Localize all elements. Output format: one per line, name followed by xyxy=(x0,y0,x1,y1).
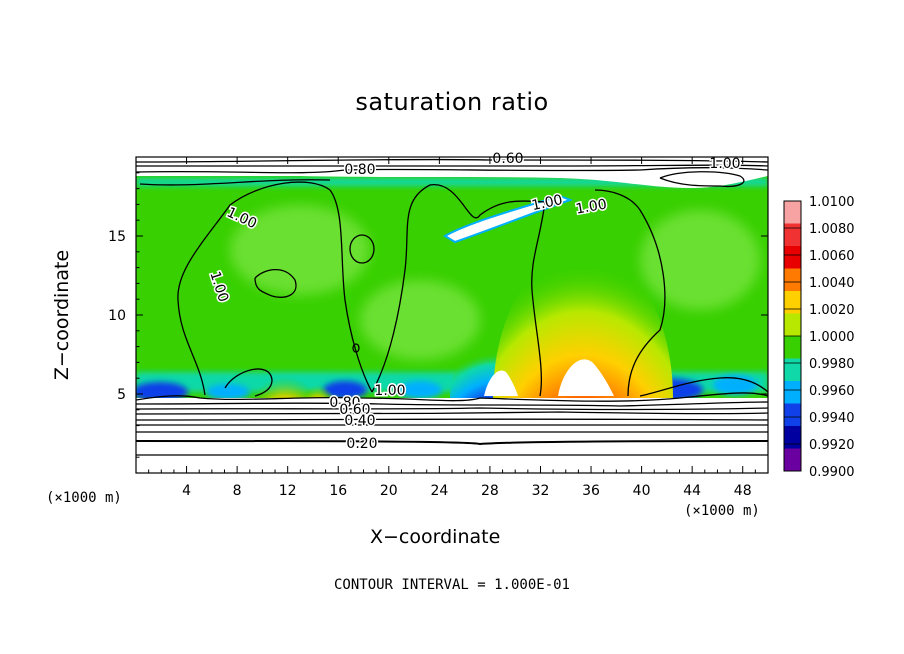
y-tick-label: 10 xyxy=(108,308,126,324)
white-hole-dome xyxy=(484,370,518,396)
y-tick-label: 5 xyxy=(117,387,126,403)
x-axis-unit-left: (×1000 m) xyxy=(46,490,122,506)
colorbar-swatch xyxy=(784,426,801,449)
contour-label: 0.60 xyxy=(492,151,523,167)
colorbar-swatch xyxy=(784,448,801,472)
y-tick-label: 15 xyxy=(108,229,126,245)
colorbar-label: 0.9980 xyxy=(809,357,855,372)
contour-1-00-j xyxy=(639,377,768,397)
contour-1-00-c xyxy=(531,201,546,397)
colorbar-swatch xyxy=(784,358,801,382)
contour-label: 0.20 xyxy=(346,436,377,452)
colorbar-label: 0.9960 xyxy=(809,384,855,399)
contour-0-80-low xyxy=(136,401,768,407)
cloud-streak xyxy=(443,194,573,244)
x-tick-label: 48 xyxy=(734,483,752,499)
contour-0-60-low xyxy=(136,411,768,415)
contour-0-20-low xyxy=(136,440,768,446)
contour-1-00-h xyxy=(352,343,360,353)
colorbar-swatch xyxy=(784,291,801,314)
moist-patches xyxy=(230,205,760,360)
contour-0-70-low xyxy=(136,407,768,411)
contour-1-00-b xyxy=(371,184,546,393)
colorbar-label: 1.0080 xyxy=(809,222,855,237)
x-tick-label: 16 xyxy=(329,483,347,499)
white-hole-core xyxy=(558,359,614,396)
x-axis-label: X−coordinate xyxy=(370,526,501,548)
contour-label: 0.80 xyxy=(329,395,360,411)
x-tick-label: 12 xyxy=(279,483,297,499)
contour-label: 0.40 xyxy=(344,413,375,429)
contour-1-00-d xyxy=(594,189,666,397)
colorbar-swatch xyxy=(784,403,801,427)
contour-0-50-low xyxy=(136,418,768,421)
colorbar-label: 0.9920 xyxy=(809,438,855,453)
y-axis: 5 10 15 xyxy=(108,172,768,458)
x-tick-label: 4 xyxy=(182,483,191,499)
upper-dry-region xyxy=(136,157,768,188)
contour-label: 0.80 xyxy=(344,162,375,178)
colorbar-label: 1.0100 xyxy=(809,195,855,210)
x-tick-label: 20 xyxy=(380,483,398,499)
lower-dry-region xyxy=(136,398,768,473)
x-tick-label: 44 xyxy=(683,483,701,499)
chart-title: saturation ratio xyxy=(355,88,549,116)
contour-1-00-e xyxy=(139,179,331,186)
x-tick-label: 8 xyxy=(233,483,242,499)
x-tick-label: 28 xyxy=(481,483,499,499)
colorbar-swatch xyxy=(784,246,801,269)
colorbar-label: 1.0060 xyxy=(809,249,855,264)
contour-0-70-top xyxy=(136,164,768,167)
colorbar-swatch xyxy=(784,336,801,359)
contour-label: 1.00 xyxy=(374,383,405,399)
x-axis: 4 8 12 16 20 24 28 32 36 40 44 48 xyxy=(148,157,756,499)
colorbar: 1.0100 1.0080 1.0060 1.0040 1.0020 1.0000 0.99… xyxy=(783,195,855,480)
contour-interval-note: CONTOUR INTERVAL = 1.000E-01 xyxy=(333,577,570,593)
contour-1-00-i xyxy=(254,268,297,298)
colorbar-swatch xyxy=(784,381,801,404)
contour-0-90-low xyxy=(136,392,768,402)
saturation-field xyxy=(136,157,768,473)
colorbar-label: 0.9900 xyxy=(809,465,855,480)
colorbar-swatch xyxy=(784,223,801,247)
x-tick-label: 24 xyxy=(430,483,448,499)
contour-label: 0.60 xyxy=(339,402,370,418)
x-tick-label: 36 xyxy=(582,483,600,499)
colorbar-label: 1.0040 xyxy=(809,276,855,291)
contour-top-closed xyxy=(659,171,745,188)
x-tick-label: 40 xyxy=(633,483,651,499)
colorbar-swatch xyxy=(784,268,801,292)
x-tick-label: 32 xyxy=(532,483,550,499)
x-axis-unit-right: (×1000 m) xyxy=(684,503,760,519)
colorbar-label: 0.9940 xyxy=(809,411,855,426)
contour-1-00-g xyxy=(349,234,375,264)
colorbar-label: 1.0000 xyxy=(809,330,855,345)
contour-label: 1.00 xyxy=(709,156,740,172)
contour-0-80-top xyxy=(136,167,768,174)
contour-1-00-f xyxy=(224,368,273,397)
contour-1-00-a xyxy=(177,181,373,396)
colorbar-label: 1.0020 xyxy=(809,303,855,318)
colorbar-swatch xyxy=(784,201,801,224)
colorbar-swatch xyxy=(784,313,801,337)
